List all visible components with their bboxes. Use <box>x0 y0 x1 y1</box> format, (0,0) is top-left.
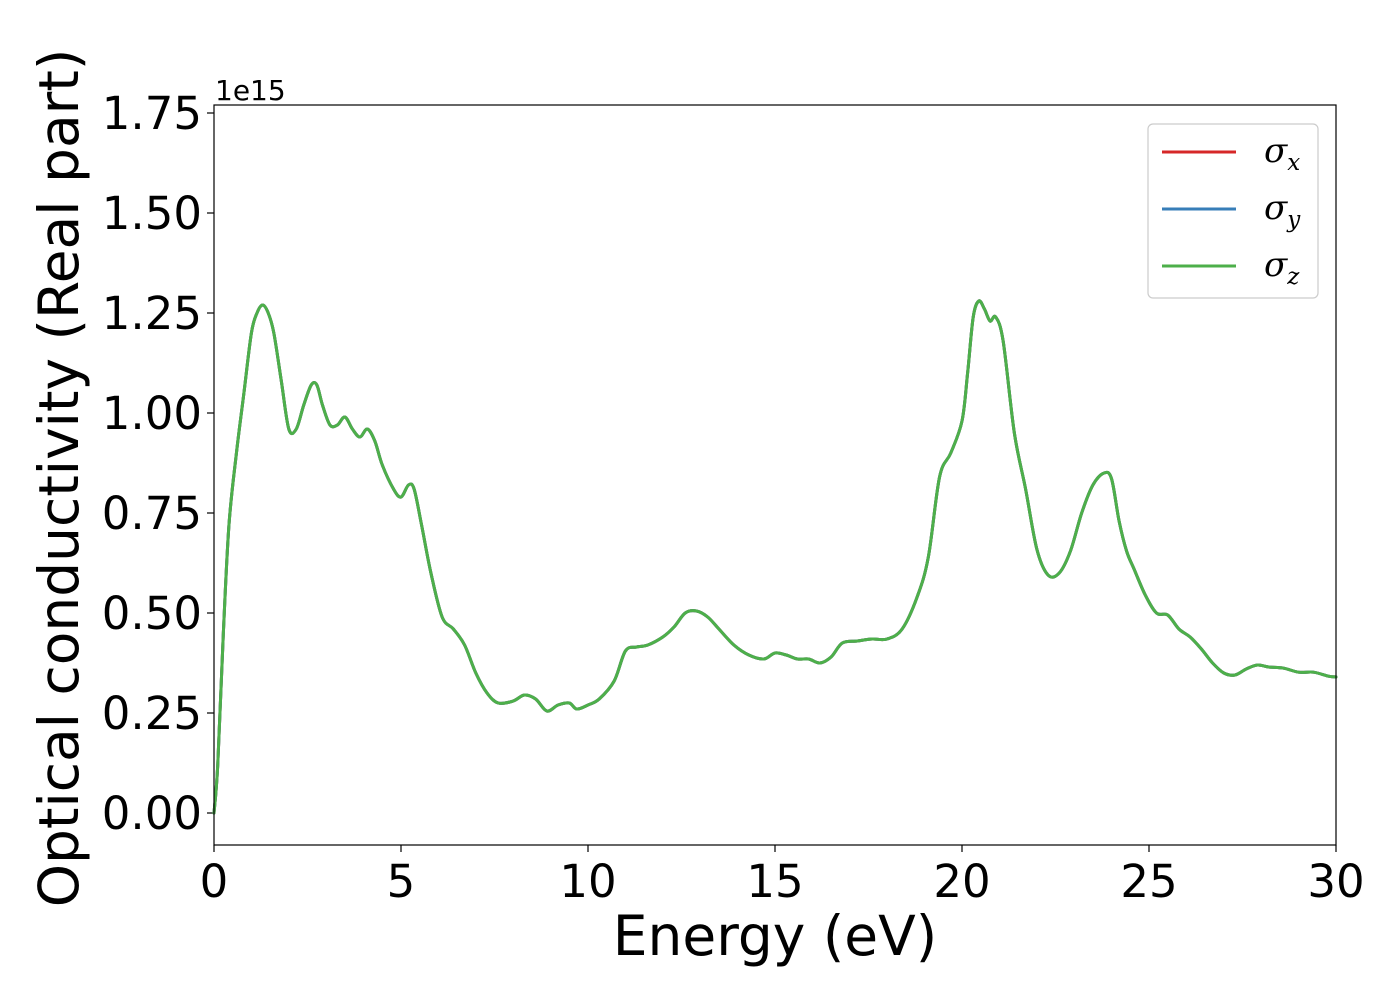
legend-box <box>1147 123 1319 299</box>
y-axis-title: Optical conductivity (Real part) <box>27 49 91 908</box>
legend-label: σz <box>1264 245 1300 290</box>
legend-label: σy <box>1264 188 1301 233</box>
y-offset-label: 1e15 <box>215 74 286 107</box>
y-tick-label: 1.25 <box>102 287 202 340</box>
series-line-y <box>212 299 1338 815</box>
series-layer <box>212 299 1338 815</box>
y-tick-label: 0.25 <box>102 687 202 740</box>
y-tick-label: 0.00 <box>102 787 202 840</box>
y-tick-label: 0.75 <box>102 487 202 540</box>
y-axis-ticks: 0.00 0.25 0.50 0.75 1.00 1.25 1.50 1.75 <box>102 87 214 840</box>
x-tick-label: 25 <box>1120 855 1177 908</box>
x-axis-ticks: 0 5 10 15 20 25 30 <box>200 845 1365 908</box>
legend: σx σy σz <box>1147 123 1319 299</box>
x-tick-label: 0 <box>200 855 229 908</box>
x-tick-label: 10 <box>559 855 616 908</box>
x-tick-label: 20 <box>933 855 990 908</box>
x-tick-label: 5 <box>387 855 416 908</box>
y-tick-label: 1.00 <box>102 387 202 440</box>
x-tick-label: 15 <box>746 855 803 908</box>
x-tick-label: 30 <box>1307 855 1364 908</box>
plot-frame <box>213 104 1337 846</box>
y-tick-label: 1.75 <box>102 87 202 140</box>
y-tick-label: 1.50 <box>102 187 202 240</box>
legend-label: σx <box>1264 131 1300 176</box>
series-line-x <box>212 299 1338 815</box>
y-tick-label: 0.50 <box>102 587 202 640</box>
x-axis-title: Energy (eV) <box>613 904 937 968</box>
series-line-z <box>212 299 1338 815</box>
